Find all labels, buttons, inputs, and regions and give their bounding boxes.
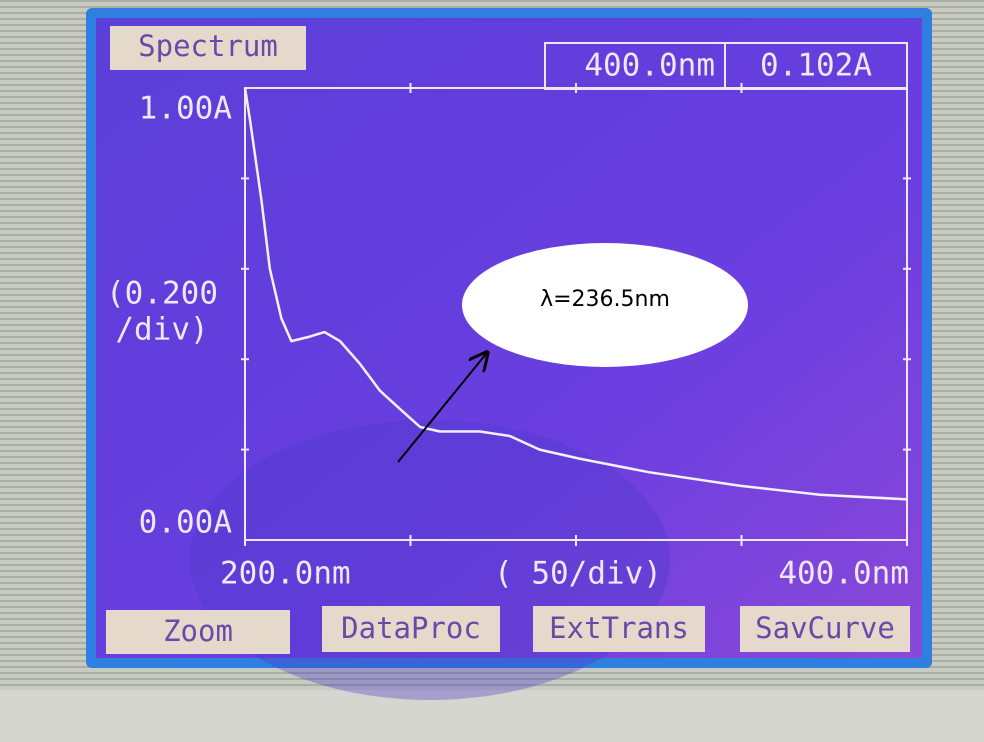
button-label[interactable]: DataProc	[341, 611, 481, 645]
y-axis-label: (0.200	[106, 276, 218, 312]
spectrum-line	[243, 87, 908, 501]
y-axis-label: /div)	[115, 312, 208, 348]
title-box	[110, 26, 306, 70]
button[interactable]	[106, 610, 290, 654]
y-tick-label: 0.00A	[139, 505, 233, 541]
x-axis-label: ( 50/div)	[494, 556, 662, 592]
button[interactable]	[322, 606, 500, 652]
x-tick-label: 200.0nm	[220, 556, 351, 592]
button[interactable]	[533, 606, 705, 652]
bezel-bottom	[0, 690, 984, 742]
plot: 0.00A 1.00A 200.0nm 400.0nm ( 50/div) (0.200/…	[106, 83, 911, 592]
annotation-arrow	[397, 354, 486, 463]
button-label[interactable]: ExtTrans	[549, 611, 689, 645]
annotation: λ=236.5nm	[540, 287, 670, 312]
screen-title: Spectrum	[138, 29, 278, 63]
button-label[interactable]: Zoom	[163, 614, 233, 648]
button[interactable]	[740, 606, 910, 652]
button-label[interactable]: SavCurve	[755, 611, 895, 645]
x-tick-label: 400.0nm	[778, 556, 909, 592]
absorbance-readout: 0.102A	[760, 48, 872, 84]
wavelength-readout: 400.0nm	[584, 48, 715, 84]
y-tick-label: 1.00A	[139, 91, 233, 127]
annotation-bubble	[462, 243, 748, 367]
